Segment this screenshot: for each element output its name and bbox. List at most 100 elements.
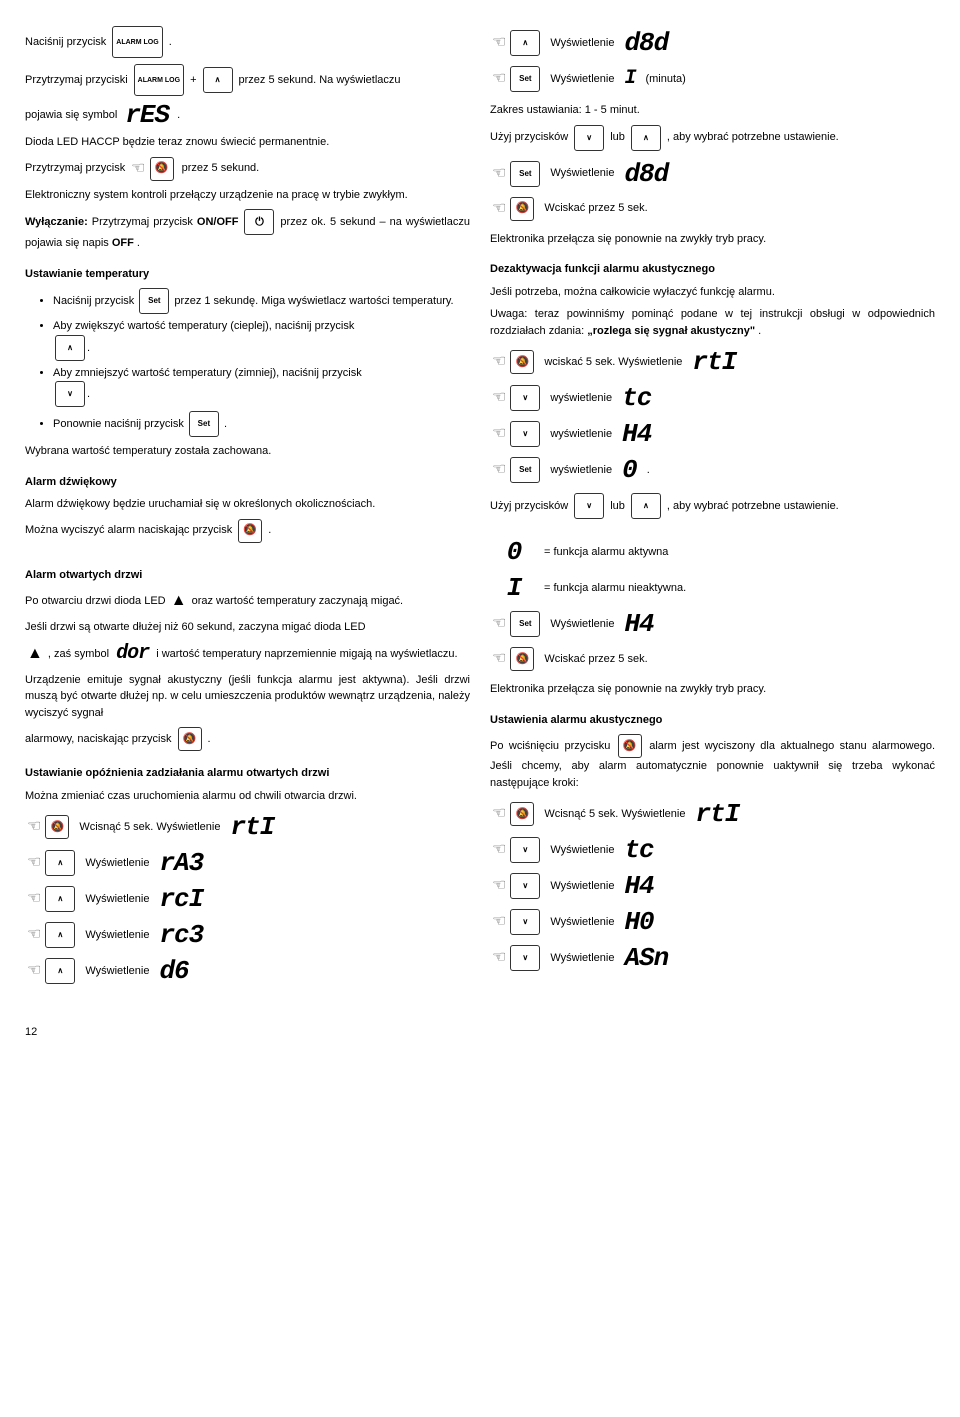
text-normal-mode: Elektronika przełącza się ponownie na zw…: [490, 231, 935, 248]
set-button[interactable]: Set: [189, 411, 219, 437]
text-disable: Jeśli potrzeba, można całkowicie wyłaczy…: [490, 284, 935, 301]
text: .: [177, 107, 180, 124]
display-rcl: rcI: [159, 886, 203, 912]
alarm-log-button[interactable]: ALARM LOG: [134, 64, 184, 96]
up-button[interactable]: ∧: [631, 493, 661, 519]
down-button[interactable]: ∨: [510, 385, 540, 411]
up-button[interactable]: ∧: [203, 67, 233, 93]
down-button[interactable]: ∨: [510, 945, 540, 971]
display-res: rES: [125, 102, 169, 128]
text: Wyświetlenie: [550, 842, 614, 859]
r-row-11: ☞∨ wyświetlenie tc: [490, 385, 935, 411]
heading-deact: Dezaktywacja funkcji alarmu akustycznego: [490, 261, 935, 278]
up-button[interactable]: ∧: [45, 958, 75, 984]
display-1: I: [494, 575, 534, 601]
list-temp: Naciśnij przycisk Set przez 1 sekundę. M…: [25, 288, 470, 437]
hand-set-icon: ☞Set: [492, 66, 542, 92]
mute-button[interactable]: 🔕: [178, 727, 202, 751]
text: .: [758, 325, 761, 337]
text: Wcisnąć 5 sek. Wyświetlenie: [79, 819, 220, 836]
down-button[interactable]: ∨: [574, 125, 604, 151]
display-h4: H4: [624, 611, 653, 637]
up-button[interactable]: ∧: [45, 850, 75, 876]
up-button[interactable]: ∧: [631, 125, 661, 151]
hand-up-icon: ☞∧: [492, 30, 542, 56]
mute-button[interactable]: 🔕: [510, 647, 534, 671]
text: .: [208, 731, 211, 748]
line-symbol-res: pojawia się symbol rES .: [25, 102, 470, 128]
hand-mute-icon: ☞ 🔕: [131, 157, 175, 181]
text: Przytrzymaj przyciski: [25, 72, 128, 89]
display-0: 0: [622, 457, 637, 483]
rs-row-2: ☞∨ Wyświetlenie tc: [490, 837, 935, 863]
mute-button[interactable]: 🔕: [238, 519, 262, 543]
line-hold-mute: Przytrzymaj przycisk ☞ 🔕 przez 5 sekund.: [25, 157, 470, 181]
mute-button[interactable]: 🔕: [510, 350, 534, 374]
set-button[interactable]: Set: [510, 66, 540, 92]
up-button[interactable]: ∧: [45, 886, 75, 912]
left-column: Naciśnij przycisk ALARM LOG . Przytrzyma…: [25, 20, 470, 994]
set-button[interactable]: Set: [510, 611, 540, 637]
hand-mute-icon: ☞🔕: [492, 802, 536, 826]
up-button[interactable]: ∧: [55, 335, 85, 361]
text-dor-symbol: ▲ , zaś symbol dor i wartość temperatury…: [25, 642, 470, 666]
display-d8d: d8d: [624, 30, 668, 56]
mute-button[interactable]: 🔕: [510, 802, 534, 826]
text: .: [137, 237, 140, 249]
power-button[interactable]: ⏻: [244, 209, 274, 235]
text: Wyświetlenie: [550, 914, 614, 931]
seq-row-2: ☞∧ Wyświetlenie rA3: [25, 850, 470, 876]
hand-set-icon: ☞Set: [492, 161, 542, 187]
text: .: [224, 418, 227, 430]
display-1: I: [624, 69, 635, 89]
r-row-16: ☞Set Wyświetlenie H4: [490, 611, 935, 637]
r-row-1: ☞∧ Wyświetlenie d8d: [490, 30, 935, 56]
mute-button[interactable]: 🔕: [45, 815, 69, 839]
text-door-open: Po otwarciu drzwi dioda LED ▲ oraz warto…: [25, 589, 470, 613]
text: Wyświetlenie: [85, 963, 149, 980]
down-button[interactable]: ∨: [574, 493, 604, 519]
text: wyświetlenie: [550, 426, 612, 443]
hand-down-icon: ☞∨: [492, 873, 542, 899]
set-button[interactable]: Set: [510, 457, 540, 483]
mute-button[interactable]: 🔕: [510, 197, 534, 221]
display-asn: ASn: [624, 945, 668, 971]
r-line-choose2: Użyj przycisków ∨ lub ∧ , aby wybrać pot…: [490, 493, 935, 519]
down-button[interactable]: ∨: [510, 421, 540, 447]
rs-row-3: ☞∨ Wyświetlenie H4: [490, 873, 935, 899]
r-row-active: 0 = funkcja alarmu aktywna: [490, 539, 935, 565]
text: .: [169, 34, 172, 51]
seq-row-5: ☞∧ Wyświetlenie d6: [25, 958, 470, 984]
text: przez 5 sekund. Na wyświetlaczu: [239, 72, 401, 89]
text: pojawia się symbol: [25, 107, 117, 124]
hand-set-icon: ☞Set: [492, 457, 542, 483]
text-after-press: Po wciśnięciu przycisku 🔕 alarm jest wyc…: [490, 734, 935, 791]
seq-row-1: ☞🔕 Wcisnąć 5 sek. Wyświetlenie rtI: [25, 814, 470, 840]
text: Aby zwiększyć wartość temperatury (ciepl…: [53, 320, 354, 332]
display-rtl: rtI: [695, 801, 739, 827]
list-item: Ponownie naciśnij przycisk Set .: [53, 411, 470, 437]
down-button[interactable]: ∨: [55, 381, 85, 407]
page: Naciśnij przycisk ALARM LOG . Przytrzyma…: [25, 20, 935, 994]
text-range: Zakres ustawiania: 1 - 5 minut.: [490, 102, 935, 119]
hand-mute-icon: ☞🔕: [27, 815, 71, 839]
text: lub: [610, 498, 625, 515]
text: Wcisnąć 5 sek. Wyświetlenie: [544, 806, 685, 823]
text: Przytrzymaj przycisk: [25, 160, 125, 177]
display-tc: tc: [622, 385, 651, 411]
hand-set-icon: ☞Set: [492, 611, 542, 637]
r-row-5: ☞Set Wyświetlenie d8d: [490, 161, 935, 187]
down-button[interactable]: ∨: [510, 837, 540, 863]
hand-up-icon: ☞∧: [27, 922, 77, 948]
mute-button[interactable]: 🔕: [150, 157, 174, 181]
alarm-log-button[interactable]: ALARM LOG: [112, 26, 162, 58]
set-button[interactable]: Set: [510, 161, 540, 187]
down-button[interactable]: ∨: [510, 909, 540, 935]
text: Wyświetlenie: [550, 71, 614, 88]
down-button[interactable]: ∨: [510, 873, 540, 899]
up-button[interactable]: ∧: [510, 30, 540, 56]
set-button[interactable]: Set: [139, 288, 169, 314]
up-button[interactable]: ∧: [45, 922, 75, 948]
text: , aby wybrać potrzebne ustawienie.: [667, 129, 839, 146]
mute-button[interactable]: 🔕: [618, 734, 642, 758]
